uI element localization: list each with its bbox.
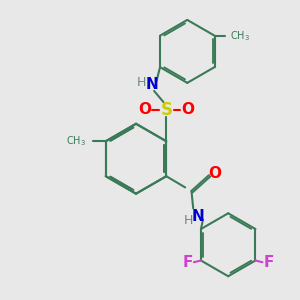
Text: O: O xyxy=(182,102,194,117)
Text: H: H xyxy=(183,214,193,227)
Text: N: N xyxy=(145,77,158,92)
Text: CH$_3$: CH$_3$ xyxy=(230,29,250,43)
Text: CH$_3$: CH$_3$ xyxy=(67,134,86,148)
Text: N: N xyxy=(192,208,205,224)
Text: H: H xyxy=(136,76,146,89)
Text: F: F xyxy=(182,255,193,270)
Text: F: F xyxy=(263,255,274,270)
Text: O: O xyxy=(138,102,151,117)
Text: S: S xyxy=(160,101,172,119)
Text: O: O xyxy=(209,166,222,181)
